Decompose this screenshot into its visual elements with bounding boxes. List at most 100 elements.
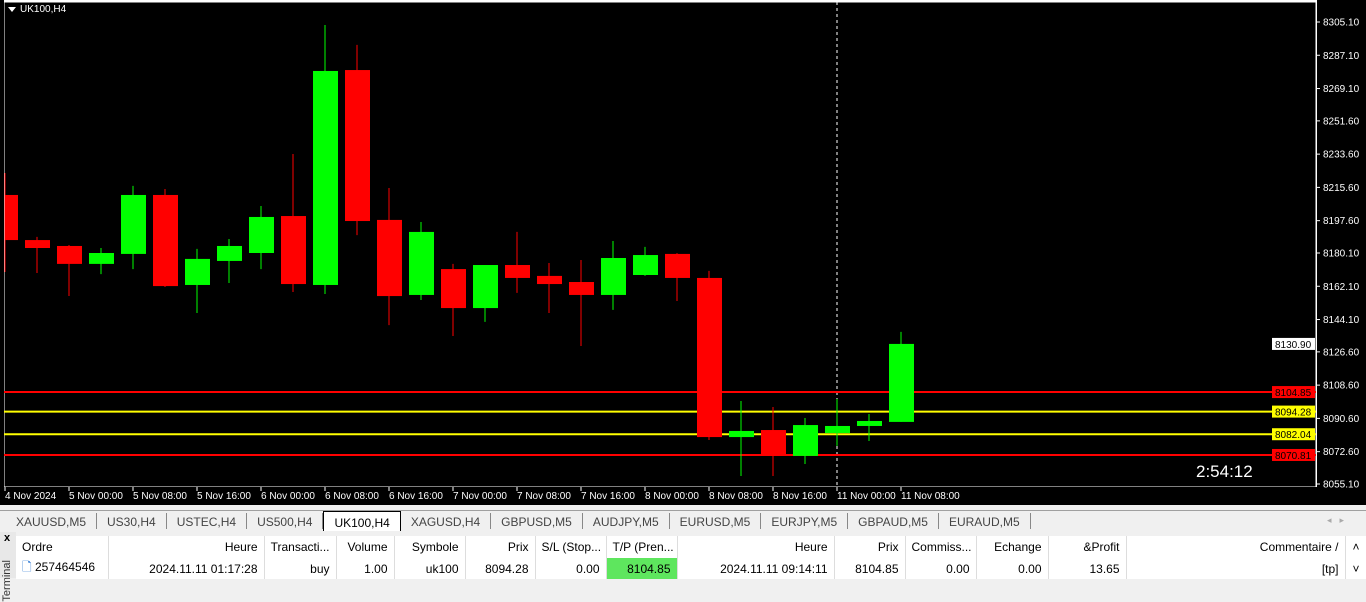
candle-body — [441, 269, 466, 309]
tab-eurjpy-m5[interactable]: EURJPY,M5 — [761, 513, 849, 529]
y-tick-label: 8215.60 — [1323, 183, 1360, 194]
tab-euraud-m5[interactable]: EURAUD,M5 — [939, 513, 1031, 529]
candle-body — [377, 219, 402, 297]
y-tick-label: 8287.10 — [1323, 51, 1360, 62]
terminal-label: Terminal — [1, 560, 13, 602]
x-tick-label: 5 Nov 16:00 — [197, 491, 251, 502]
tab-us30-h4[interactable]: US30,H4 — [97, 513, 167, 529]
y-tick-label: 8180.10 — [1323, 249, 1360, 260]
table-cell: 0.00 — [905, 558, 977, 579]
tab-gbpaud-m5[interactable]: GBPAUD,M5 — [848, 513, 939, 529]
candle-body — [633, 255, 658, 275]
y-tick-label: 8269.10 — [1323, 84, 1360, 95]
candle-body — [5, 194, 18, 241]
candle-body — [89, 253, 114, 264]
order-price-tag: 8070.81 — [1275, 451, 1312, 462]
candle-body — [537, 275, 562, 285]
x-tick-label: 11 Nov 08:00 — [901, 491, 960, 502]
tab-xagusd-h4[interactable]: XAGUSD,H4 — [401, 513, 492, 529]
candle-body — [697, 277, 722, 438]
x-tick-label: 7 Nov 08:00 — [517, 491, 571, 502]
candle-body — [665, 253, 690, 278]
candle-body — [345, 70, 370, 222]
column-header[interactable]: Transacti... — [264, 536, 337, 558]
column-header[interactable]: Heure — [108, 536, 265, 558]
candle-body — [601, 257, 626, 295]
tab-audjpy-m5[interactable]: AUDJPY,M5 — [583, 513, 670, 529]
scroll-down-icon[interactable]: ˅ — [1345, 558, 1366, 579]
candle-body — [409, 231, 434, 295]
y-tick-label: 8055.10 — [1323, 480, 1360, 491]
x-tick-label: 6 Nov 08:00 — [325, 491, 379, 502]
x-tick-label: 8 Nov 08:00 — [709, 491, 763, 502]
trade-history-table: Ordre Heure Transacti... Volume Symbole Prix S… — [16, 536, 1366, 579]
tab-xauusd-m5[interactable]: XAUUSD,M5 — [6, 513, 98, 529]
column-header[interactable]: Heure — [677, 536, 835, 558]
table-cell: 13.65 — [1048, 558, 1127, 579]
close-icon[interactable]: x — [4, 532, 11, 544]
y-tick-label: 8251.60 — [1323, 116, 1360, 127]
table-cell: 8094.28 — [465, 558, 536, 579]
column-header[interactable]: Ordre — [16, 536, 109, 558]
chart-symbol-label: UK100,H4 — [20, 4, 67, 15]
tab-eurusd-m5[interactable]: EURUSD,M5 — [670, 513, 762, 529]
candle-body — [761, 430, 786, 455]
order-price-tag-bg — [1272, 428, 1315, 441]
dropdown-triangle-icon[interactable] — [8, 7, 16, 12]
table-row[interactable]: 🗋 257464546 2024.11.11 01:17:28 buy 1.00 uk1… — [16, 558, 1366, 579]
candlestick-chart[interactable]: 8305.10 8287.10 8269.10 8251.60 8233.60 8215.… — [0, 0, 1366, 505]
tab-gbpusd-m5[interactable]: GBPUSD,M5 — [491, 513, 583, 529]
table-cell: 2024.11.11 09:14:11 — [677, 558, 835, 579]
y-tick-label: 8090.60 — [1323, 414, 1360, 425]
table-cell: 2024.11.11 01:17:28 — [108, 558, 265, 579]
column-header[interactable]: Echange — [976, 536, 1049, 558]
candle-body — [857, 420, 882, 426]
column-header[interactable]: Prix — [834, 536, 906, 558]
x-tick-label: 6 Nov 00:00 — [261, 491, 315, 502]
column-header[interactable]: Commiss... — [905, 536, 977, 558]
column-header[interactable]: Prix — [465, 536, 536, 558]
candle-body — [569, 282, 594, 295]
chart-plot-area — [3, 1, 1317, 488]
chart-title[interactable]: UK100,H4 — [8, 4, 66, 15]
tab-ustec-h4[interactable]: USTEC,H4 — [167, 513, 248, 529]
x-tick-label: 8 Nov 00:00 — [645, 491, 699, 502]
tab-us500-h4[interactable]: US500,H4 — [247, 513, 324, 529]
order-price-tag: 8082.04 — [1275, 430, 1312, 441]
current-price-tag: 8130.90 — [1275, 340, 1312, 351]
candle-body — [313, 70, 338, 285]
candle-body — [729, 430, 754, 438]
column-header[interactable]: T/P (Pren... — [606, 536, 678, 558]
column-header[interactable]: Symbole — [394, 536, 466, 558]
time-axis — [0, 487, 1366, 505]
x-tick-label: 7 Nov 16:00 — [581, 491, 635, 502]
table-cell: 🗋 257464546 — [16, 558, 109, 579]
y-tick-label: 8126.60 — [1323, 347, 1360, 358]
table-header-row: Ordre Heure Transacti... Volume Symbole Prix S… — [16, 536, 1366, 558]
y-tick-label: 8108.60 — [1323, 381, 1360, 392]
tab-uk100-h4[interactable]: UK100,H4 — [323, 511, 401, 531]
tab-scroll-arrows-icon[interactable]: ◂▸ — [1326, 515, 1352, 525]
column-header[interactable]: Commentaire / — [1126, 536, 1346, 558]
column-header[interactable]: S/L (Stop... — [535, 536, 607, 558]
table-cell: 8104.85 — [834, 558, 906, 579]
x-tick-label: 6 Nov 16:00 — [389, 491, 443, 502]
candle-body — [185, 258, 210, 285]
chart-window[interactable]: 8305.10 8287.10 8269.10 8251.60 8233.60 8215.… — [0, 0, 1366, 505]
y-tick-label: 8144.10 — [1323, 315, 1360, 326]
candle-body — [793, 425, 818, 456]
current-price-tag-bg — [1272, 337, 1315, 350]
y-tick-label: 8072.60 — [1323, 447, 1360, 458]
column-header[interactable]: Volume — [336, 536, 395, 558]
candle-body — [217, 245, 242, 261]
x-tick-label: 7 Nov 00:00 — [453, 491, 507, 502]
table-cell: 0.00 — [976, 558, 1049, 579]
column-header[interactable]: &Profit — [1048, 536, 1127, 558]
scroll-up-icon[interactable]: ˄ — [1345, 536, 1366, 558]
table-cell: 8104.85 — [606, 558, 678, 579]
x-tick-label: 4 Nov 2024 — [5, 491, 57, 502]
table-cell: buy — [264, 558, 337, 579]
price-axis — [1317, 0, 1366, 505]
candle-body — [25, 240, 50, 249]
candle-body — [153, 194, 178, 287]
